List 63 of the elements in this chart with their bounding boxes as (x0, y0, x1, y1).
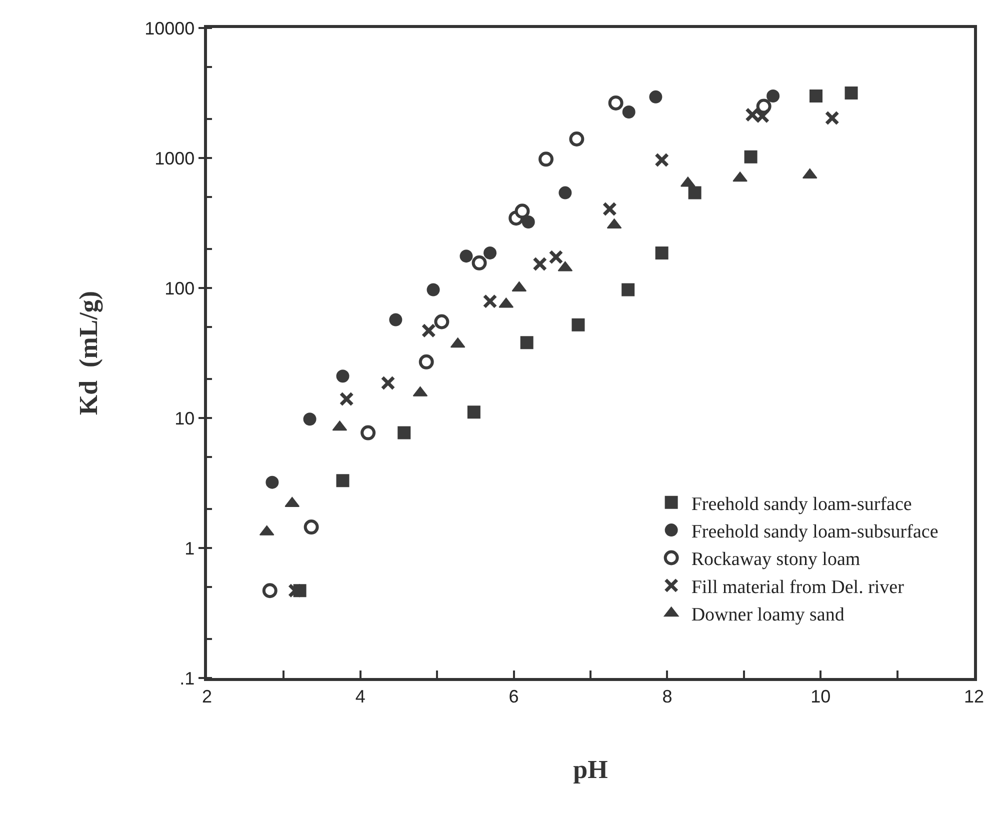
point (418, 354, 434, 370)
point (380, 376, 396, 390)
point (655, 246, 668, 260)
point (472, 255, 487, 270)
point (389, 313, 402, 326)
point (744, 150, 758, 164)
point (824, 110, 840, 126)
point (732, 172, 748, 182)
legend-label: Freehold sandy loam-subsurface (691, 521, 938, 542)
point (622, 283, 635, 296)
legend-label: Fill material from Del. river (691, 576, 905, 598)
point (602, 202, 617, 216)
point (434, 314, 450, 330)
point (558, 186, 572, 200)
point (532, 256, 548, 272)
point (398, 426, 411, 440)
point (336, 474, 350, 488)
point (426, 283, 440, 296)
point (649, 90, 662, 104)
point (339, 392, 354, 406)
point (520, 336, 534, 350)
y-tick-label: 1 (184, 538, 195, 558)
point (622, 105, 636, 118)
point (460, 250, 473, 263)
legend-label: Downer loamy sand (691, 604, 845, 626)
point (336, 370, 350, 383)
point (266, 476, 279, 489)
x-axis-title: pH (573, 755, 608, 784)
point (654, 152, 670, 168)
point (548, 250, 564, 264)
point (522, 215, 535, 228)
point (608, 95, 624, 110)
point (482, 294, 498, 309)
point (421, 323, 436, 338)
point (303, 412, 316, 426)
point (514, 204, 530, 219)
y-tick-label: 10 (174, 408, 195, 428)
y-tick-label: 10000 (144, 18, 195, 38)
y-tick-label: .1 (180, 668, 195, 688)
point (844, 86, 858, 100)
point (262, 583, 278, 598)
x-tick-label: 10 (810, 686, 831, 706)
x-tick-label: 2 (202, 686, 212, 706)
point (766, 89, 780, 102)
point (360, 425, 376, 440)
x-tick-label: 12 (964, 686, 984, 706)
point (569, 132, 584, 146)
point (467, 406, 480, 419)
x-tick-label: 8 (662, 686, 672, 706)
legend-label: Freehold sandy loam-surface (691, 494, 912, 515)
point (688, 186, 702, 200)
point (810, 89, 822, 102)
point (484, 246, 497, 260)
x-tick-label: 4 (355, 686, 366, 706)
point (756, 98, 772, 114)
x-tick-label: 6 (508, 686, 519, 706)
point (304, 520, 319, 535)
y-tick-label: 100 (164, 278, 195, 298)
point (572, 318, 585, 332)
point (538, 152, 554, 167)
legend-label: Rockaway stony loam (691, 549, 860, 570)
y-tick-label: 1000 (154, 148, 195, 168)
y-axis-title: Kd (mL/g) (74, 290, 103, 416)
